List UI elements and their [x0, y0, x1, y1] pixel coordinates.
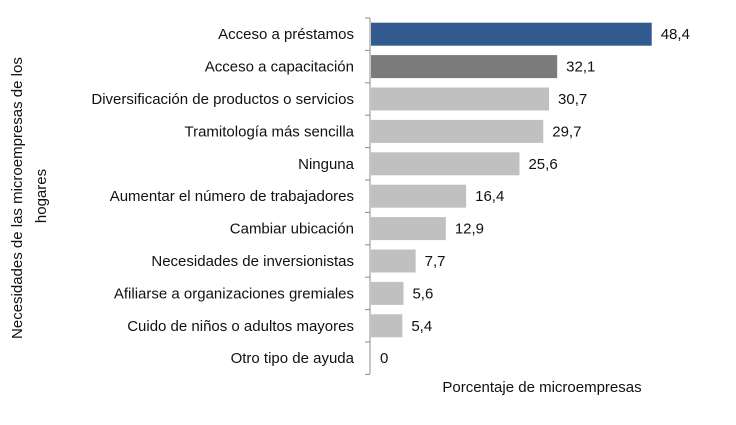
category-labels-layer: Acceso a préstamos Acceso a capacitación D…	[91, 26, 354, 367]
y-axis-title-line-1: Necesidades de las microempresas de los	[9, 57, 26, 339]
bar-1	[371, 55, 558, 79]
value-labels-layer: 48,4 32,1 30,7 29,7 25,6 16,4 12,9 7,7 5,6 5,4 0	[380, 26, 690, 367]
value-label-7: 7,7	[425, 253, 446, 270]
value-label-5: 16,4	[475, 188, 504, 205]
y-axis-title-line-2: hogares	[33, 169, 50, 223]
y-axis-title: Necesidades de las microempresas de los …	[9, 53, 50, 339]
bar-2	[371, 87, 550, 111]
category-label-3: Tramitología más sencilla	[184, 123, 354, 140]
bar-0	[371, 22, 652, 46]
category-label-2: Diversificación de productos o servicios	[91, 91, 354, 108]
value-label-10: 0	[380, 350, 388, 367]
bar-8	[371, 281, 404, 305]
y-axis-ticks	[365, 17, 370, 375]
value-label-6: 12,9	[455, 221, 484, 238]
category-label-7: Necesidades de inversionistas	[151, 253, 354, 270]
x-axis-title: Porcentaje de microempresas	[442, 379, 641, 396]
category-label-1: Acceso a capacitación	[205, 59, 354, 76]
bar-9	[371, 314, 403, 338]
bar-4	[371, 152, 520, 176]
category-label-10: Otro tipo de ayuda	[231, 350, 355, 367]
value-label-1: 32,1	[566, 59, 595, 76]
value-label-9: 5,4	[411, 318, 432, 335]
value-label-8: 5,6	[412, 285, 433, 302]
category-label-0: Acceso a préstamos	[218, 26, 354, 43]
category-label-8: Afiliarse a organizaciones gremiales	[114, 285, 354, 302]
value-label-3: 29,7	[552, 123, 581, 140]
bar-6	[371, 217, 446, 241]
category-label-4: Ninguna	[298, 156, 355, 173]
category-label-9: Cuido de niños o adultos mayores	[127, 318, 354, 335]
value-label-0: 48,4	[661, 26, 690, 43]
category-label-5: Aumentar el número de trabajadores	[110, 188, 354, 205]
bar-3	[371, 119, 544, 143]
category-label-6: Cambiar ubicación	[230, 221, 354, 238]
value-label-2: 30,7	[558, 91, 587, 108]
bars-layer	[371, 22, 652, 338]
value-label-4: 25,6	[528, 156, 557, 173]
bar-5	[371, 184, 467, 208]
bar-7	[371, 249, 416, 273]
